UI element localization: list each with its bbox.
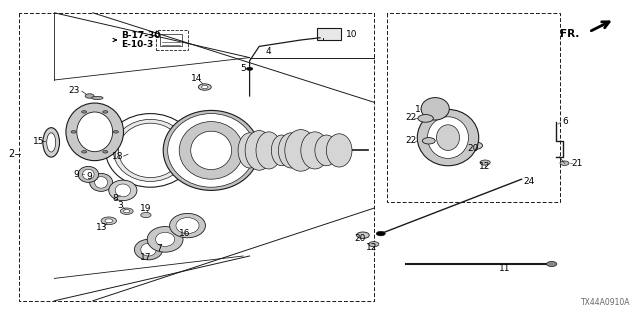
Text: 6: 6 (562, 117, 568, 126)
Ellipse shape (256, 132, 282, 169)
Ellipse shape (118, 123, 182, 178)
Ellipse shape (315, 135, 338, 166)
Circle shape (547, 261, 557, 267)
Text: 9: 9 (74, 170, 79, 179)
Ellipse shape (168, 114, 255, 187)
Circle shape (82, 111, 87, 113)
Text: TX44A0910A: TX44A0910A (581, 298, 630, 307)
Ellipse shape (271, 135, 292, 166)
Ellipse shape (428, 117, 468, 158)
Bar (160, 34, 182, 46)
Text: 20: 20 (467, 144, 479, 153)
Circle shape (202, 85, 208, 89)
Ellipse shape (176, 218, 199, 234)
Circle shape (369, 242, 379, 247)
Circle shape (120, 208, 133, 214)
Ellipse shape (238, 133, 261, 168)
Circle shape (480, 160, 490, 165)
Ellipse shape (417, 109, 479, 166)
Bar (317, 28, 341, 40)
Ellipse shape (66, 103, 124, 161)
Ellipse shape (109, 180, 137, 201)
Ellipse shape (90, 173, 113, 191)
Text: 18: 18 (112, 152, 124, 161)
Text: 5: 5 (240, 64, 246, 73)
Text: 12: 12 (366, 244, 378, 252)
Text: B-17-30: B-17-30 (122, 31, 161, 40)
Circle shape (102, 150, 108, 153)
Circle shape (124, 210, 130, 213)
Text: 22: 22 (406, 136, 417, 145)
Ellipse shape (95, 177, 108, 188)
Text: 2: 2 (8, 148, 15, 159)
Ellipse shape (141, 243, 156, 256)
Circle shape (102, 111, 108, 113)
Text: FR.: FR. (560, 28, 579, 39)
Text: 9: 9 (86, 172, 92, 180)
Ellipse shape (106, 114, 195, 187)
Ellipse shape (134, 239, 163, 260)
Ellipse shape (163, 110, 259, 190)
Ellipse shape (278, 133, 304, 168)
Text: 23: 23 (68, 86, 80, 95)
Ellipse shape (179, 122, 243, 179)
Text: 15: 15 (33, 137, 45, 146)
Text: 17: 17 (140, 253, 151, 262)
Text: 4: 4 (266, 47, 271, 56)
Text: 21: 21 (572, 159, 583, 168)
Ellipse shape (285, 130, 317, 171)
Circle shape (71, 131, 76, 133)
Circle shape (418, 115, 433, 122)
Text: 16: 16 (179, 229, 191, 238)
Circle shape (113, 131, 118, 133)
Ellipse shape (436, 125, 460, 150)
Ellipse shape (156, 232, 175, 246)
Ellipse shape (113, 119, 188, 181)
Text: 19: 19 (140, 204, 151, 213)
Ellipse shape (170, 213, 205, 238)
Text: 13: 13 (96, 223, 108, 232)
Ellipse shape (47, 133, 56, 152)
Ellipse shape (326, 134, 352, 167)
Ellipse shape (77, 112, 113, 152)
Bar (156, 30, 188, 50)
Circle shape (422, 138, 435, 144)
Text: 12: 12 (479, 162, 490, 171)
Circle shape (376, 231, 385, 236)
Ellipse shape (43, 128, 60, 157)
Ellipse shape (83, 169, 94, 180)
Ellipse shape (421, 98, 449, 120)
Ellipse shape (78, 166, 99, 182)
Text: 14: 14 (191, 74, 202, 83)
Text: 1: 1 (415, 105, 420, 114)
Text: 8: 8 (113, 194, 118, 203)
Text: 3: 3 (118, 201, 124, 210)
Circle shape (81, 150, 86, 153)
Text: 24: 24 (524, 177, 535, 186)
Ellipse shape (301, 132, 329, 169)
Ellipse shape (115, 184, 131, 197)
Circle shape (85, 94, 94, 98)
Circle shape (141, 212, 151, 218)
Circle shape (101, 217, 116, 225)
Circle shape (198, 84, 211, 90)
Ellipse shape (191, 131, 232, 170)
Text: 7: 7 (156, 244, 162, 253)
Text: 11: 11 (499, 264, 511, 273)
Circle shape (560, 161, 569, 165)
Circle shape (105, 219, 113, 223)
Text: E-10-3: E-10-3 (122, 40, 154, 49)
Ellipse shape (245, 131, 273, 170)
Ellipse shape (147, 227, 183, 252)
Circle shape (246, 67, 253, 70)
Circle shape (356, 232, 369, 238)
Ellipse shape (92, 96, 103, 100)
Circle shape (467, 142, 483, 149)
Text: 10: 10 (346, 30, 357, 39)
Text: 22: 22 (406, 113, 417, 122)
Text: 20: 20 (355, 234, 366, 243)
